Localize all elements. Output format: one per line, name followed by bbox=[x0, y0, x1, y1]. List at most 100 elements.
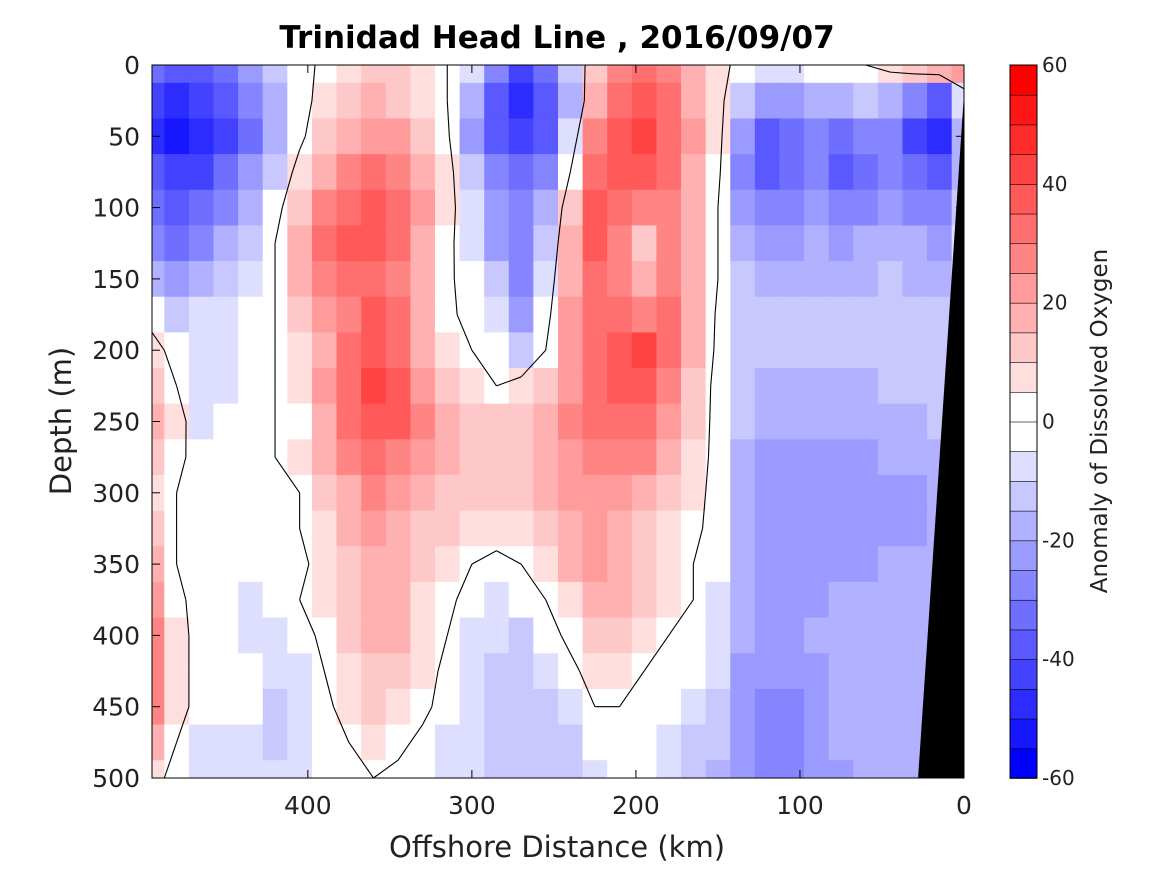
heatmap-cell bbox=[558, 581, 584, 619]
heatmap-cell bbox=[238, 510, 264, 547]
heatmap-cell bbox=[508, 368, 534, 405]
heatmap-cell bbox=[828, 296, 854, 333]
heatmap-cell bbox=[631, 617, 658, 654]
heatmap-cell bbox=[213, 189, 239, 227]
heatmap-cell bbox=[533, 688, 559, 726]
contour-segment bbox=[583, 65, 586, 101]
heatmap-cell bbox=[287, 65, 313, 84]
heatmap-cell bbox=[853, 189, 879, 227]
heatmap-cell bbox=[705, 154, 731, 191]
heatmap-cell bbox=[188, 439, 215, 476]
heatmap-cell bbox=[877, 546, 904, 583]
heatmap-cell bbox=[656, 546, 682, 583]
heatmap-cell bbox=[877, 118, 904, 155]
contour-segment bbox=[332, 706, 350, 743]
heatmap-cell bbox=[582, 474, 608, 512]
heatmap-cell bbox=[631, 546, 658, 583]
heatmap-cell bbox=[434, 154, 461, 191]
heatmap-cell bbox=[238, 118, 264, 155]
contour-segment bbox=[471, 349, 497, 387]
plot-area bbox=[151, 64, 965, 779]
heatmap-cell bbox=[213, 474, 239, 512]
heatmap-cell bbox=[410, 332, 436, 369]
contour-segment bbox=[281, 171, 293, 208]
heatmap-cell bbox=[336, 65, 362, 84]
heatmap-cell bbox=[434, 225, 461, 262]
heatmap-cell bbox=[558, 296, 584, 333]
heatmap-cell bbox=[361, 82, 387, 120]
heatmap-cell bbox=[188, 332, 215, 369]
heatmap-cell bbox=[311, 189, 338, 227]
heatmap-cell bbox=[361, 118, 387, 155]
heatmap-cell bbox=[558, 225, 584, 262]
heatmap-cell bbox=[385, 688, 411, 726]
heatmap-cell bbox=[336, 581, 362, 619]
y-tick-label: 400 bbox=[92, 621, 140, 650]
heatmap-cell bbox=[631, 510, 658, 547]
heatmap-cell bbox=[607, 332, 633, 369]
heatmap-cell bbox=[262, 82, 288, 120]
heatmap-cell bbox=[681, 189, 707, 227]
heatmap-cell bbox=[287, 653, 313, 690]
heatmap-cell bbox=[558, 546, 584, 583]
heatmap-cell bbox=[681, 688, 707, 726]
heatmap-cell bbox=[730, 581, 756, 619]
contour-segment bbox=[713, 314, 716, 351]
heatmap-cell bbox=[877, 332, 904, 369]
contour-segment bbox=[890, 71, 915, 75]
colorbar-cell bbox=[1009, 124, 1038, 155]
heatmap-cell bbox=[238, 546, 264, 583]
heatmap-cell bbox=[631, 154, 658, 191]
contour-segment bbox=[397, 742, 411, 761]
heatmap-cell bbox=[311, 510, 338, 547]
heatmap-cell bbox=[336, 439, 362, 476]
contour-segment bbox=[939, 74, 964, 90]
contour-segment bbox=[643, 635, 670, 672]
heatmap-cell bbox=[853, 225, 879, 262]
heatmap-cell bbox=[754, 154, 781, 191]
heatmap-cell bbox=[311, 474, 338, 512]
contour-segment bbox=[274, 456, 301, 494]
heatmap-cell bbox=[582, 546, 608, 583]
heatmap-cell bbox=[582, 724, 608, 761]
heatmap-cell bbox=[238, 439, 264, 476]
heatmap-cell bbox=[927, 225, 953, 262]
heatmap-cell bbox=[410, 189, 436, 227]
heatmap-cell bbox=[361, 617, 387, 654]
heatmap-cell bbox=[188, 760, 215, 778]
heatmap-cell bbox=[730, 546, 756, 583]
heatmap-cell bbox=[262, 546, 288, 583]
contour-segment bbox=[185, 599, 190, 636]
y-tick-label: 300 bbox=[92, 479, 140, 508]
contour-segment bbox=[323, 670, 335, 707]
heatmap-cell bbox=[582, 154, 608, 191]
heatmap-cell bbox=[508, 653, 534, 690]
contour-segment bbox=[452, 171, 457, 208]
heatmap-cell bbox=[188, 688, 215, 726]
heatmap-cell bbox=[238, 688, 264, 726]
heatmap-cell bbox=[779, 546, 805, 583]
heatmap-cell bbox=[902, 510, 928, 547]
heatmap-cell bbox=[311, 617, 338, 654]
heatmap-cell bbox=[804, 546, 830, 583]
heatmap-cell bbox=[287, 154, 313, 191]
heatmap-cell bbox=[361, 189, 387, 227]
heatmap-cell bbox=[754, 510, 781, 547]
heatmap-cells bbox=[152, 65, 964, 778]
heatmap-cell bbox=[484, 332, 510, 369]
heatmap-cell bbox=[705, 82, 731, 120]
heatmap-cell bbox=[902, 617, 928, 654]
heatmap-cell bbox=[607, 581, 633, 619]
contour-segment bbox=[453, 278, 458, 315]
heatmap-cell bbox=[828, 82, 854, 120]
heatmap-cell bbox=[385, 546, 411, 583]
heatmap-cell bbox=[238, 724, 264, 761]
heatmap-cell bbox=[804, 510, 830, 547]
heatmap-cell bbox=[607, 546, 633, 583]
heatmap-cell bbox=[631, 688, 658, 726]
heatmap-cell bbox=[804, 617, 830, 654]
heatmap-cell bbox=[484, 225, 510, 262]
heatmap-cell bbox=[213, 403, 239, 440]
heatmap-cell bbox=[582, 261, 608, 298]
heatmap-cell bbox=[607, 65, 633, 84]
